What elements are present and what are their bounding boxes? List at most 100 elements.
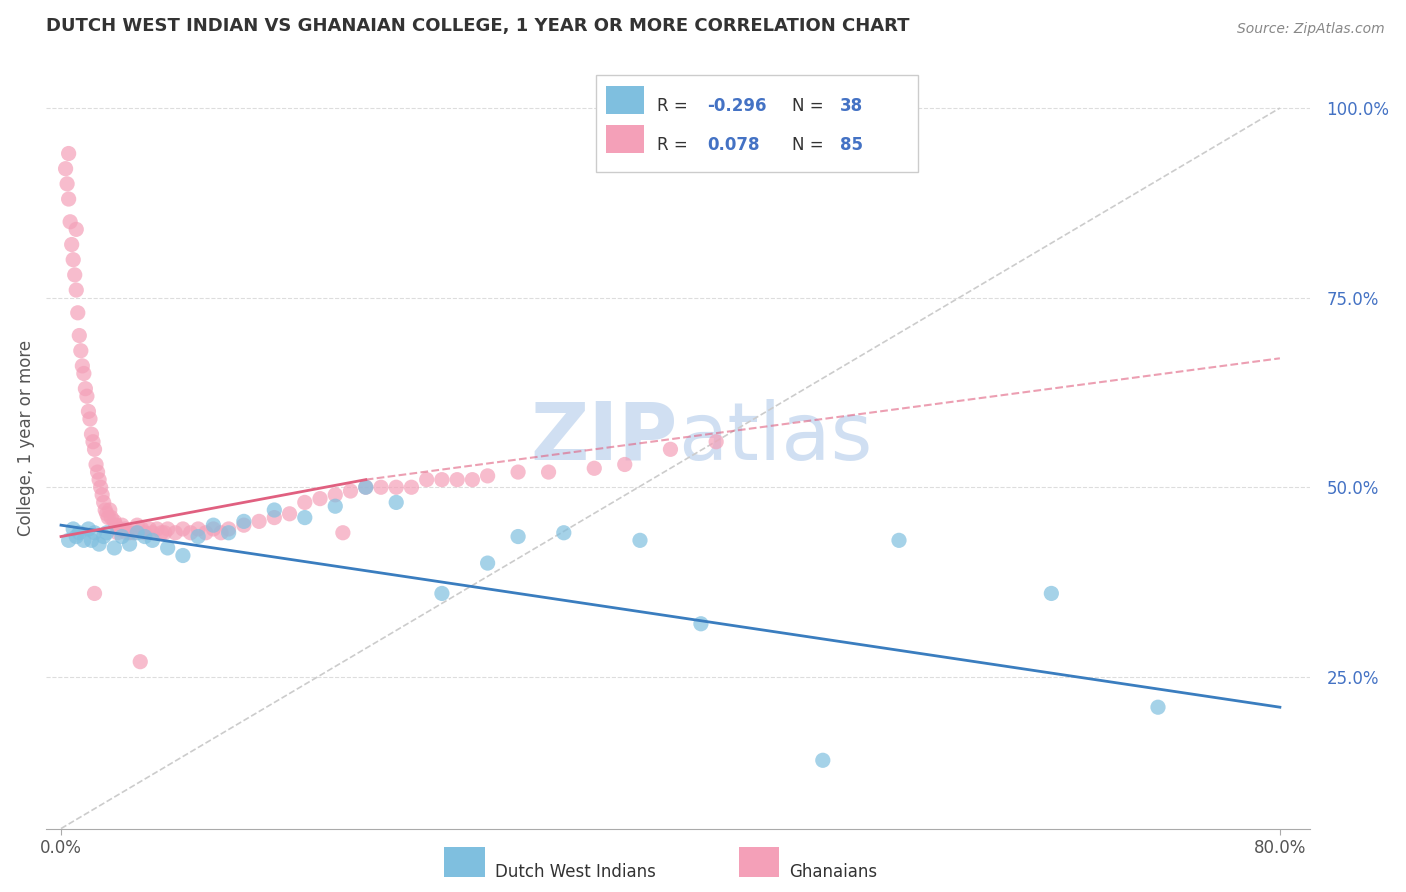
Point (59, 215, 82, 229)
Point (506, 465, 529, 479)
Point (91, 488, 114, 502)
Y-axis label: College, 1 year or more: College, 1 year or more (17, 340, 35, 536)
Point (430, 586, 453, 600)
Point (1040, 586, 1063, 600)
Point (187, 522, 209, 536)
Point (323, 499, 346, 513)
Point (294, 495, 316, 509)
Point (97, 510, 120, 524)
Point (131, 522, 153, 536)
Point (127, 518, 149, 533)
Point (415, 473, 437, 487)
FancyBboxPatch shape (606, 87, 644, 114)
Text: 0.078: 0.078 (707, 136, 759, 153)
Point (385, 495, 408, 509)
Point (77, 404, 100, 418)
Point (90, 480, 112, 494)
Point (115, 525, 138, 540)
Point (93, 495, 115, 509)
Point (118, 537, 141, 551)
FancyBboxPatch shape (444, 847, 485, 877)
Point (659, 442, 682, 457)
Point (141, 525, 163, 540)
Point (194, 525, 217, 540)
Point (461, 473, 484, 487)
Point (354, 480, 377, 494)
Point (111, 518, 134, 533)
FancyBboxPatch shape (606, 126, 644, 153)
Point (122, 525, 145, 540)
Point (83, 586, 105, 600)
Point (430, 473, 453, 487)
Point (153, 525, 176, 540)
Text: 85: 85 (839, 136, 863, 153)
Point (69, 343, 91, 358)
Point (62, 522, 84, 536)
Point (278, 507, 301, 521)
Point (294, 510, 316, 524)
Point (146, 522, 169, 536)
Point (72, 359, 94, 373)
Point (96, 507, 118, 521)
Point (263, 510, 285, 524)
Point (77, 522, 100, 536)
Point (65, 530, 87, 544)
Point (156, 522, 179, 536)
Point (80, 427, 103, 442)
Point (67, 328, 90, 343)
Point (62, 252, 84, 267)
Point (339, 483, 361, 498)
Point (477, 468, 499, 483)
Point (247, 515, 270, 529)
Text: N =: N = (792, 96, 828, 114)
Point (613, 458, 636, 472)
Point (138, 522, 160, 536)
Point (309, 491, 332, 506)
Point (537, 465, 560, 479)
Point (156, 541, 179, 555)
Text: atlas: atlas (678, 399, 873, 477)
Point (93, 530, 115, 544)
Point (202, 522, 225, 536)
Point (60, 237, 83, 252)
Point (704, 434, 727, 449)
Point (108, 522, 131, 536)
Point (82, 434, 104, 449)
Point (58, 192, 80, 206)
Point (218, 522, 240, 536)
Point (56, 177, 79, 191)
Point (134, 530, 156, 544)
Text: Dutch West Indians: Dutch West Indians (495, 863, 655, 880)
Point (83, 525, 105, 540)
Point (628, 533, 651, 548)
Point (887, 533, 910, 548)
Point (87, 537, 110, 551)
Point (141, 533, 163, 548)
Point (63, 268, 86, 282)
Text: ZIP: ZIP (531, 399, 678, 477)
Point (105, 525, 128, 540)
Point (232, 518, 254, 533)
Text: R =: R = (657, 96, 693, 114)
Point (446, 473, 468, 487)
Point (202, 518, 225, 533)
Point (67, 525, 90, 540)
FancyBboxPatch shape (738, 847, 779, 877)
Point (232, 515, 254, 529)
Point (76, 389, 98, 403)
Text: -0.296: -0.296 (707, 96, 766, 114)
Point (150, 525, 173, 540)
Point (134, 525, 156, 540)
Point (401, 480, 423, 494)
Point (114, 522, 136, 536)
Point (104, 518, 127, 533)
Point (58, 146, 80, 161)
Point (94, 503, 117, 517)
Point (187, 530, 209, 544)
Point (129, 655, 152, 669)
Point (506, 530, 529, 544)
Point (98, 503, 121, 517)
Point (127, 525, 149, 540)
Text: R =: R = (657, 136, 693, 153)
Point (73, 533, 96, 548)
